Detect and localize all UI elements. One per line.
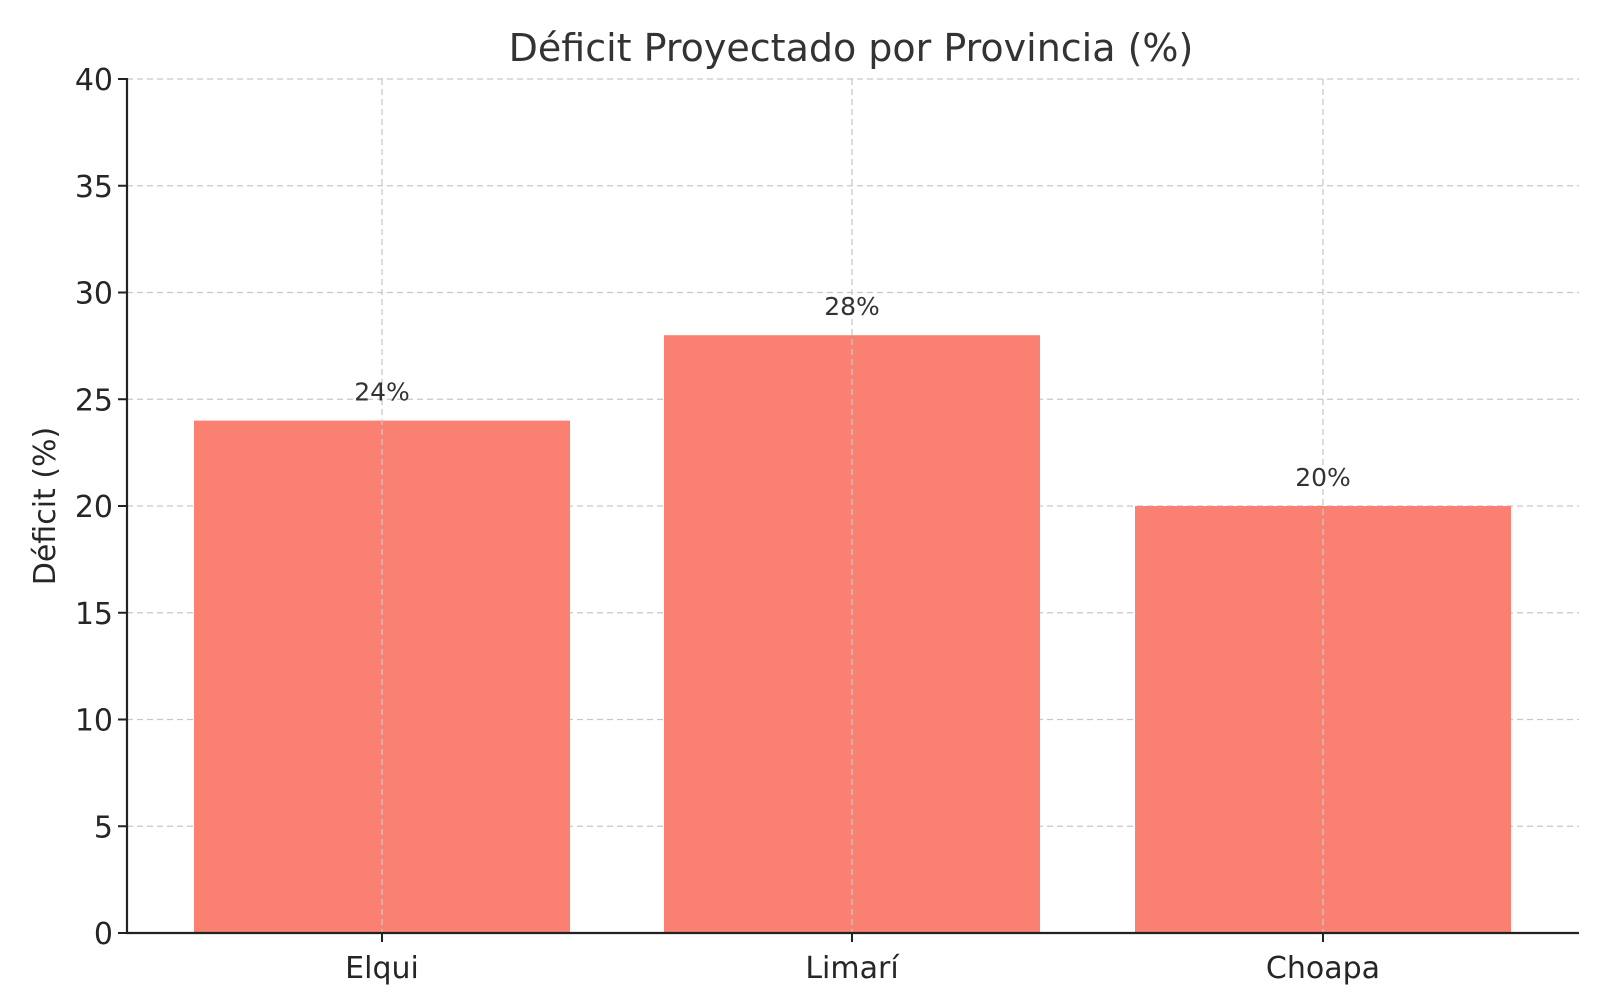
y-tick-label: 35 [75, 170, 113, 205]
x-ticks: Elqui Limarí Choapa [345, 933, 1380, 986]
chart-title: Déficit Proyectado por Provincia (%) [509, 26, 1194, 70]
x-tick-label: Elqui [345, 951, 419, 986]
bar-elqui [194, 420, 570, 934]
x-grid-lines [381, 79, 1324, 933]
y-tick-label: 25 [75, 383, 113, 418]
data-label: 28% [824, 292, 880, 321]
y-tick-label: 30 [75, 277, 113, 312]
y-axis-label: Déficit (%) [28, 427, 63, 586]
data-label: 24% [354, 378, 410, 407]
y-tick-label: 10 [75, 704, 113, 739]
y-tick-label: 15 [75, 597, 113, 632]
y-tick-label: 5 [94, 810, 113, 845]
y-ticks: 0 5 10 15 20 25 30 35 40 [75, 63, 127, 952]
x-tick-label: Limarí [805, 951, 900, 986]
y-tick-label: 0 [94, 917, 113, 952]
y-tick-label: 20 [75, 490, 113, 525]
data-label: 20% [1295, 463, 1351, 492]
data-labels: 24% 28% 20% [354, 292, 1351, 492]
x-tick-label: Choapa [1266, 951, 1380, 986]
y-tick-label: 40 [75, 63, 113, 98]
